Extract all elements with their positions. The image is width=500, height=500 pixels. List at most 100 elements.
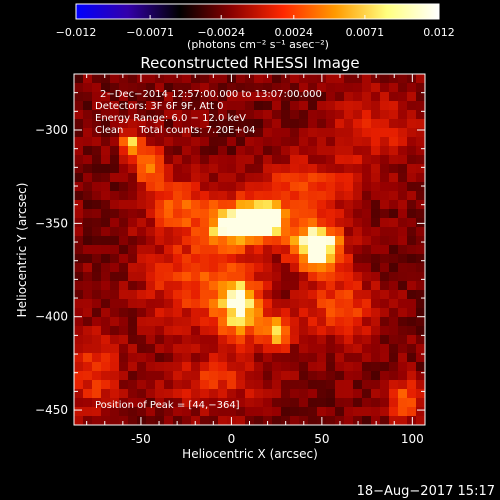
heatmap-cell: [164, 92, 173, 101]
heatmap-cell: [182, 74, 191, 83]
heatmap-cell: [92, 119, 101, 128]
heatmap-cell: [272, 164, 281, 173]
heatmap-cell: [416, 245, 425, 254]
heatmap-cell: [218, 317, 227, 326]
heatmap-cell: [101, 317, 110, 326]
heatmap-cell: [416, 155, 425, 164]
heatmap-cell: [209, 182, 218, 191]
heatmap-cell: [182, 128, 191, 137]
heatmap-cell: [119, 254, 128, 263]
heatmap-cell: [299, 362, 308, 371]
heatmap-cell: [416, 308, 425, 317]
heatmap-cell: [137, 128, 146, 137]
heatmap-cell: [254, 245, 263, 254]
heatmap-cell: [245, 344, 254, 353]
heatmap-cell: [353, 290, 362, 299]
heatmap-cell: [209, 335, 218, 344]
heatmap-cell: [371, 137, 380, 146]
heatmap-cell: [173, 281, 182, 290]
heatmap-cell: [137, 308, 146, 317]
heatmap-cell: [236, 362, 245, 371]
heatmap-cell: [299, 398, 308, 407]
heatmap-cell: [155, 407, 164, 416]
heatmap-cell: [173, 164, 182, 173]
heatmap-cell: [281, 263, 290, 272]
heatmap-cell: [389, 128, 398, 137]
heatmap-cell: [146, 128, 155, 137]
heatmap-cell: [362, 416, 371, 425]
heatmap-cell: [101, 389, 110, 398]
heatmap-cell: [335, 281, 344, 290]
heatmap-cell: [254, 74, 263, 83]
heatmap-cell: [128, 155, 137, 164]
heatmap-cell: [173, 263, 182, 272]
heatmap-cell: [146, 353, 155, 362]
heatmap-cell: [227, 344, 236, 353]
heatmap-cell: [416, 110, 425, 119]
heatmap-cell: [344, 128, 353, 137]
heatmap-cell: [173, 74, 182, 83]
heatmap-cell: [380, 146, 389, 155]
heatmap-cell: [191, 281, 200, 290]
heatmap-cell: [308, 380, 317, 389]
heatmap-cell: [362, 272, 371, 281]
heatmap-cell: [137, 200, 146, 209]
heatmap-cell: [380, 92, 389, 101]
heatmap-cell: [218, 398, 227, 407]
heatmap-cell: [200, 218, 209, 227]
heatmap-cell: [272, 407, 281, 416]
heatmap-cell: [155, 272, 164, 281]
heatmap-cell: [416, 227, 425, 236]
heatmap-cell: [146, 326, 155, 335]
heatmap-cell: [407, 146, 416, 155]
heatmap-cell: [92, 182, 101, 191]
heatmap-cell: [290, 272, 299, 281]
colorbar-tick-label: 0.0024: [275, 26, 314, 39]
heatmap-cell: [209, 137, 218, 146]
heatmap-cell: [299, 254, 308, 263]
heatmap-cell: [137, 245, 146, 254]
heatmap-cell: [92, 155, 101, 164]
heatmap-cell: [263, 353, 272, 362]
heatmap-cell: [83, 398, 92, 407]
heatmap-cell: [335, 389, 344, 398]
heatmap-cell: [317, 209, 326, 218]
heatmap-cell: [74, 272, 83, 281]
heatmap-cell: [110, 335, 119, 344]
heatmap-cell: [182, 380, 191, 389]
heatmap-cell: [416, 416, 425, 425]
heatmap-cell: [155, 353, 164, 362]
heatmap-cell: [353, 254, 362, 263]
heatmap-cell: [272, 101, 281, 110]
heatmap-cell: [173, 209, 182, 218]
heatmap-cell: [209, 362, 218, 371]
heatmap-cell: [209, 254, 218, 263]
heatmap-cell: [389, 236, 398, 245]
heatmap-cell: [398, 416, 407, 425]
heatmap-cell: [407, 110, 416, 119]
heatmap-cell: [290, 281, 299, 290]
heatmap-cell: [335, 236, 344, 245]
heatmap-cell: [74, 299, 83, 308]
heatmap-cell: [146, 236, 155, 245]
heatmap-cell: [272, 290, 281, 299]
heatmap-cell: [182, 398, 191, 407]
heatmap-cell: [263, 335, 272, 344]
heatmap-cell: [209, 398, 218, 407]
heatmap-cell: [200, 110, 209, 119]
heatmap-cell: [155, 389, 164, 398]
heatmap-cell: [389, 371, 398, 380]
heatmap-cell: [416, 389, 425, 398]
heatmap-cell: [317, 92, 326, 101]
heatmap-cell: [299, 155, 308, 164]
heatmap-cell: [371, 281, 380, 290]
heatmap-cell: [272, 380, 281, 389]
heatmap-cell: [101, 173, 110, 182]
heatmap-cell: [245, 155, 254, 164]
heatmap-cell: [299, 317, 308, 326]
heatmap-cell: [281, 74, 290, 83]
heatmap-cell: [254, 119, 263, 128]
heatmap-cell: [245, 101, 254, 110]
heatmap-cell: [371, 317, 380, 326]
heatmap-cell: [344, 416, 353, 425]
